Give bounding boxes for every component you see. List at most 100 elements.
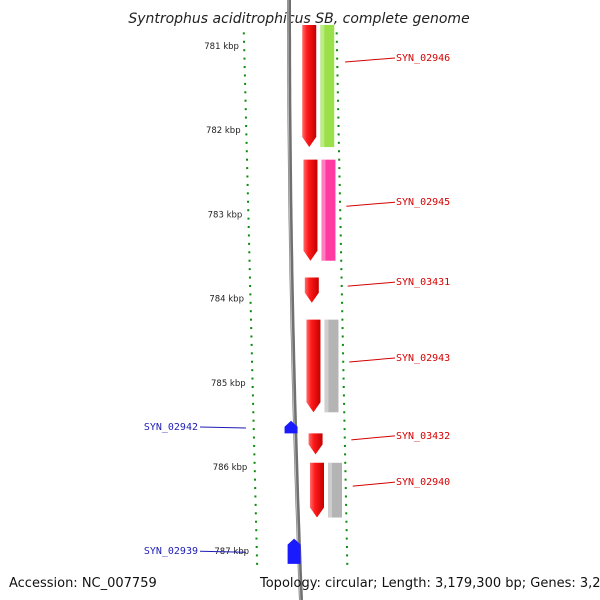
inner-tick — [250, 327, 253, 330]
outer-tick — [341, 327, 344, 330]
gene-label-syn_03431[interactable]: SYN_03431 — [396, 277, 450, 288]
outer-tick — [335, 40, 338, 43]
inner-tick — [244, 99, 247, 102]
gene-label-leader — [347, 281, 396, 287]
gene-label-syn_02942[interactable]: SYN_02942 — [144, 422, 198, 433]
gene-arrow-syn_02945[interactable] — [303, 159, 318, 261]
outer-tick — [340, 284, 343, 287]
scale-label: 786 kbp — [213, 463, 248, 473]
gene-label-syn_02940[interactable]: SYN_02940 — [396, 477, 450, 488]
inner-tick — [251, 369, 254, 372]
outer-tick — [339, 242, 342, 245]
inner-tick — [251, 377, 254, 380]
homology-hit-syn_02946[interactable] — [320, 24, 335, 148]
inner-tick — [251, 360, 254, 363]
inner-tick — [245, 150, 248, 153]
gene-label-leader — [346, 201, 396, 207]
outer-tick — [336, 49, 339, 52]
inner-tick — [249, 301, 252, 304]
inner-tick — [245, 141, 248, 144]
inner-tick — [243, 49, 246, 52]
outer-tick — [343, 402, 346, 405]
outer-tick — [336, 66, 339, 69]
inner-tick — [255, 520, 258, 523]
homology-hit-syn_02940[interactable] — [328, 462, 343, 518]
accession-text: Accession: NC_007759 — [9, 576, 157, 591]
gene-label-syn_03432[interactable]: SYN_03432 — [396, 431, 450, 442]
gene-label-syn_02943[interactable]: SYN_02943 — [396, 353, 450, 364]
scale-label: 782 kbp — [206, 126, 241, 136]
gene-label-syn_02945[interactable]: SYN_02945 — [396, 197, 450, 208]
gene-arrow-syn_02940[interactable] — [310, 462, 325, 518]
outer-tick — [342, 386, 345, 389]
inner-tick — [246, 175, 249, 178]
backbone-highlight — [287, 0, 301, 600]
gene-arrow-syn_02939[interactable] — [287, 538, 301, 564]
outer-tick — [344, 453, 347, 456]
gene-arrow-syn_02943[interactable] — [306, 319, 321, 413]
inner-tick — [244, 116, 247, 119]
outer-tick — [346, 562, 349, 565]
outer-tick — [337, 124, 340, 127]
outer-tick — [342, 360, 345, 363]
inner-tick — [253, 453, 256, 456]
inner-tick — [249, 284, 252, 287]
scale-label: 781 kbp — [204, 42, 239, 52]
outer-tick — [345, 512, 348, 515]
inner-tick — [243, 40, 246, 43]
outer-tick — [342, 369, 345, 372]
outer-tick — [335, 32, 338, 35]
homology-hit-shine — [324, 319, 329, 413]
inner-tick — [252, 402, 255, 405]
inner-tick — [252, 436, 255, 439]
outer-tick — [337, 99, 340, 102]
scale-label: 783 kbp — [208, 210, 243, 220]
gene-label-leader — [199, 550, 247, 553]
gene-arrow-syn_02946[interactable] — [302, 24, 317, 148]
gene-label-track: SYN_02946 SYN_02945 SYN_03431 SYN_02943 SYN_… — [144, 53, 450, 557]
outer-tick — [340, 293, 343, 296]
homology-hit-shine — [320, 24, 325, 148]
gene-arrow-syn_03431[interactable] — [304, 277, 319, 303]
homology-hit-syn_02945[interactable] — [321, 159, 336, 261]
genome-title: Syntrophus aciditrophicus SB, complete g… — [128, 11, 469, 27]
outer-tick — [345, 537, 348, 540]
scale-label: 784 kbp — [209, 295, 244, 305]
scale-label: 785 kbp — [211, 379, 246, 389]
gene-arrow-syn_03432[interactable] — [308, 433, 323, 455]
inner-tick — [247, 200, 250, 203]
inner-tick — [244, 108, 247, 111]
outer-tick — [345, 545, 348, 548]
gene-label-leader — [349, 357, 396, 363]
gene-label-syn_02939[interactable]: SYN_02939 — [144, 546, 198, 557]
outer-tick — [339, 217, 342, 220]
inner-tick — [246, 167, 249, 170]
inner-tick — [243, 57, 246, 60]
outer-tick — [338, 175, 341, 178]
gene-label-syn_02946[interactable]: SYN_02946 — [396, 53, 450, 64]
outer-tick — [344, 461, 347, 464]
inner-tick — [251, 394, 254, 397]
outer-tick — [339, 200, 342, 203]
inner-tick — [248, 259, 251, 262]
gene-feature-track — [284, 24, 325, 564]
outer-tick — [339, 209, 342, 212]
outer-tick — [340, 268, 343, 271]
gene-label-leader — [345, 57, 396, 63]
inner-tick — [254, 495, 257, 498]
inner-tick — [254, 512, 257, 515]
outer-tick — [338, 150, 341, 153]
outer-tick — [338, 167, 341, 170]
outer-tick — [341, 310, 344, 313]
homology-hit-shine — [328, 462, 333, 518]
outer-tick — [341, 318, 344, 321]
outer-tick — [341, 335, 344, 338]
backbone-layer — [287, 0, 303, 600]
inner-tick — [245, 158, 248, 161]
gene-arrow-syn_02942[interactable] — [284, 420, 298, 434]
homology-hit-syn_02943[interactable] — [324, 319, 339, 413]
inner-tick — [250, 343, 253, 346]
outer-tick — [340, 259, 343, 262]
inner-tick-track — [242, 32, 259, 565]
